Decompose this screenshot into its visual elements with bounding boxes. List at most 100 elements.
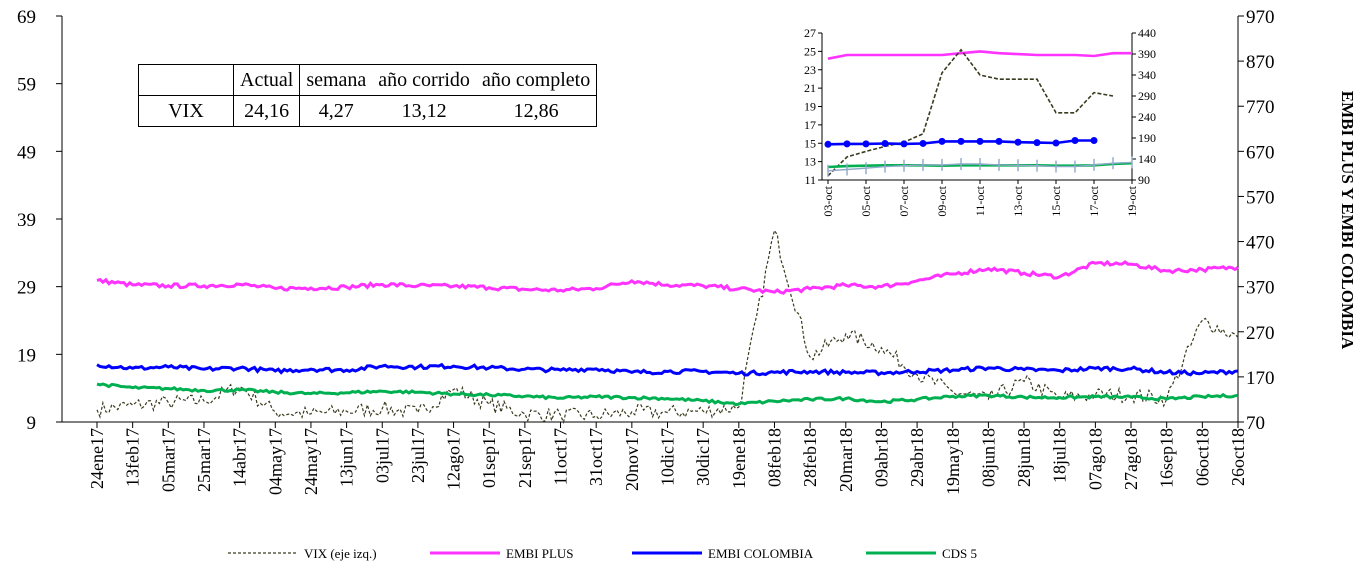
- inset-point-embi-colombia: [900, 140, 908, 148]
- right-tick-label: 670: [1246, 142, 1275, 163]
- inset-left-tick-label: 15: [804, 136, 816, 150]
- table-header-cell: año corrido: [372, 64, 476, 96]
- inset-right-tick-label: 140: [1138, 152, 1156, 166]
- inset-point-embi-colombia: [862, 140, 870, 148]
- inset-x-tick-label: 07-oct: [897, 185, 911, 216]
- left-tick-label: 39: [17, 210, 36, 231]
- inset-point-embi-colombia: [938, 137, 946, 145]
- inset-right-tick-label: 440: [1138, 26, 1156, 40]
- series-line-embi-colombia: [96, 362, 1239, 377]
- inset-left-tick-label: 23: [804, 63, 816, 77]
- x-tick-label: 12ago17: [444, 428, 464, 490]
- x-tick-label: 19ene18: [729, 428, 749, 489]
- table-cell: 4,27: [299, 95, 373, 127]
- x-tick-label: 01sep17: [479, 428, 499, 488]
- x-tick-label: 03jul17: [372, 428, 392, 483]
- inset-left-tick-label: 17: [804, 118, 816, 132]
- inset-point-embi-colombia: [843, 140, 851, 148]
- inset-point-embi-colombia: [919, 139, 927, 147]
- x-tick-label: 05mar17: [158, 428, 178, 492]
- inset-x-tick-label: 19-oct: [1125, 185, 1139, 216]
- inset-point-embi-colombia: [957, 137, 965, 145]
- x-tick-label: 20nov17: [622, 428, 642, 491]
- right-tick-label: 770: [1246, 97, 1275, 118]
- x-tick-label: 31oct17: [586, 428, 606, 486]
- left-tick-label: 49: [17, 142, 36, 163]
- inset-point-embi-colombia: [1090, 137, 1098, 145]
- inset-right-tick-label: 190: [1138, 131, 1156, 145]
- x-tick-label: 06oct18: [1192, 428, 1212, 486]
- inset-right-tick-label: 290: [1138, 89, 1156, 103]
- inset-point-embi-colombia: [976, 137, 984, 145]
- inset-left-tick-label: 13: [804, 155, 816, 169]
- inset-x-tick-label: 05-oct: [859, 185, 873, 216]
- x-tick-label: 19may18: [943, 428, 963, 495]
- x-tick-label: 28jun18: [1014, 428, 1034, 487]
- x-tick-label: 04may17: [265, 428, 285, 495]
- table-cell: 12,86: [475, 95, 598, 127]
- inset-x-tick-label: 15-oct: [1049, 185, 1063, 216]
- series-line-vix-eje-izq: [96, 229, 1239, 425]
- inset-left-tick-label: 11: [804, 173, 816, 187]
- inset-x-tick-label: 09-oct: [935, 185, 949, 216]
- x-tick-label: 09abr18: [871, 428, 891, 487]
- x-tick-label: 08feb18: [764, 428, 784, 487]
- x-tick-label: 23jul17: [408, 428, 428, 483]
- left-tick-label: 29: [17, 278, 36, 299]
- inset-point-embi-colombia: [1014, 138, 1022, 146]
- right-tick-label: 170: [1246, 368, 1275, 389]
- x-tick-label: 30dic17: [693, 428, 713, 486]
- right-tick-label: 470: [1246, 233, 1275, 254]
- x-tick-label: 28feb18: [800, 428, 820, 487]
- right-tick-label: 370: [1246, 278, 1275, 299]
- inset-point-embi-colombia: [995, 137, 1003, 145]
- inset-point-embi-colombia: [1033, 139, 1041, 147]
- x-tick-label: 26oct18: [1228, 428, 1248, 486]
- left-tick-label: 69: [17, 7, 36, 28]
- inset-right-tick-label: 90: [1138, 173, 1150, 187]
- inset-point-embi-colombia: [1052, 139, 1060, 147]
- inset-series-vix-eje-izq: [827, 48, 1114, 177]
- table-header-cell: Actual: [232, 64, 301, 96]
- table-row-label: VIX: [138, 95, 234, 127]
- inset-left-tick-label: 25: [804, 44, 816, 58]
- x-tick-label: 07ago18: [1085, 428, 1105, 490]
- inset-right-tick-label: 240: [1138, 110, 1156, 124]
- table-header-cell: semana: [299, 64, 373, 96]
- legend-label: EMBI PLUS: [506, 546, 574, 561]
- inset-left-tick-label: 21: [804, 81, 816, 95]
- inset-right-tick-label: 390: [1138, 47, 1156, 61]
- left-tick-label: 59: [17, 75, 36, 96]
- table-cell: 13,12: [372, 95, 476, 127]
- x-tick-label: 18jul18: [1050, 428, 1070, 483]
- inset-x-tick-label: 11-oct: [973, 185, 987, 216]
- inset-left-tick-label: 27: [804, 26, 816, 40]
- vix-summary-table: Actual semana año corrido año completo V…: [138, 64, 598, 127]
- x-tick-label: 14abr17: [230, 428, 250, 487]
- x-tick-label: 24may17: [301, 428, 321, 495]
- inset-x-tick-label: 17-oct: [1087, 185, 1101, 216]
- x-tick-label: 24ene17: [87, 428, 107, 489]
- x-tick-label: 25mar17: [194, 428, 214, 492]
- inset-x-tick-label: 13-oct: [1011, 185, 1025, 216]
- inset-series-embi-plus: [827, 50, 1132, 60]
- x-tick-label: 11oct17: [551, 428, 571, 485]
- x-tick-label: 08jun18: [978, 428, 998, 487]
- right-tick-label: 870: [1246, 52, 1275, 73]
- inset-point-embi-colombia: [1071, 137, 1079, 145]
- right-tick-label: 270: [1246, 323, 1275, 344]
- x-tick-label: 20mar18: [836, 428, 856, 492]
- inset-x-tick-label: 03-oct: [821, 185, 835, 216]
- x-tick-label: 29abr18: [907, 428, 927, 487]
- legend-label: CDS 5: [942, 546, 977, 561]
- inset-left-tick-label: 19: [804, 100, 816, 114]
- left-tick-label: 9: [27, 413, 37, 434]
- x-tick-label: 10dic17: [658, 428, 678, 486]
- x-tick-label: 13jun17: [337, 428, 357, 487]
- inset-point-embi-colombia: [881, 139, 889, 147]
- right-axis-title: EMBI PLUS Y EMBI COLOMBIA: [1338, 91, 1357, 350]
- x-tick-label: 13feb17: [123, 428, 143, 487]
- legend-label: EMBI COLOMBIA: [708, 546, 814, 561]
- legend-label: VIX (eje izq.): [304, 546, 377, 561]
